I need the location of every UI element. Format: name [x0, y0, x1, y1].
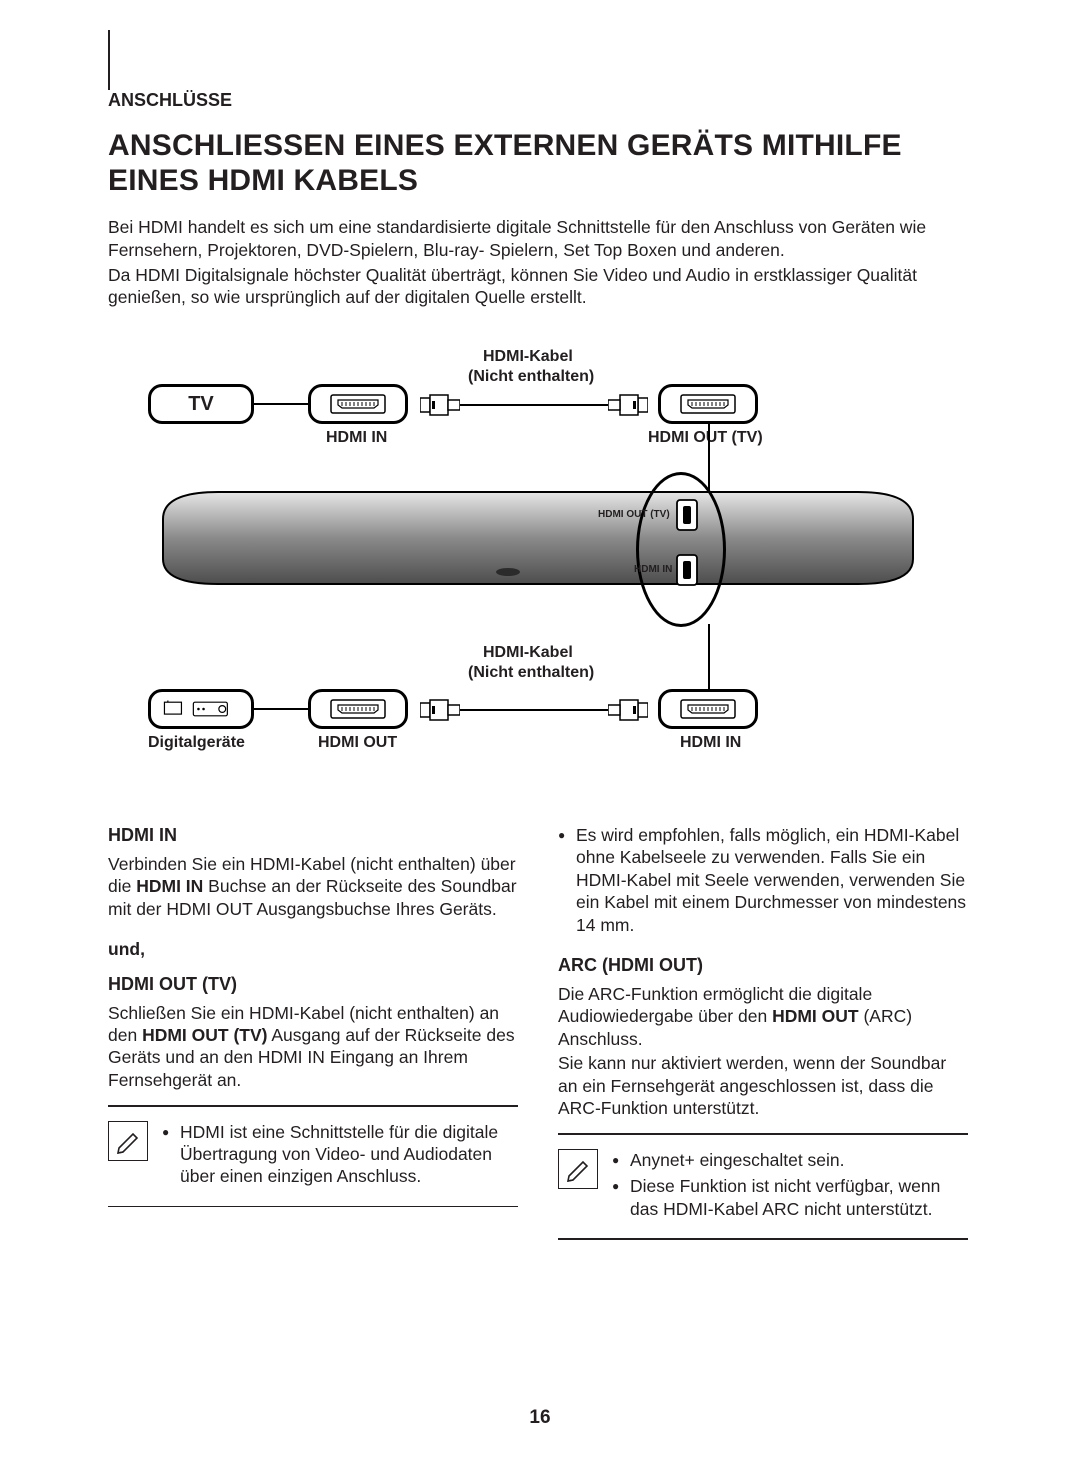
- label-hdmi-in-top: HDMI IN: [326, 429, 387, 447]
- right-column: Es wird empfohlen, falls möglich, ein HD…: [558, 824, 968, 1254]
- soundbar-illustration: [158, 484, 918, 594]
- hdmi-plug-icon: [420, 699, 460, 721]
- note-right-item-2: Diese Funktion ist nicht verfügbar, wenn…: [612, 1175, 968, 1220]
- horizontal-rule: [558, 1133, 968, 1135]
- hdmi-port-soundbar-in: [658, 689, 758, 729]
- horizontal-rule: [108, 1206, 518, 1208]
- hdmi-plug-icon: [420, 394, 460, 416]
- note-left-item: HDMI ist eine Schnittstelle für die digi…: [162, 1121, 518, 1188]
- section-label: ANSCHLÜSSE: [108, 90, 968, 111]
- label-cable-top-1: HDMI-Kabel: [483, 348, 573, 366]
- label-digitalgeraete: Digitalgeräte: [148, 734, 245, 752]
- page-content: ANSCHLÜSSE ANSCHLIESSEN EINES EXTERNEN G…: [108, 90, 968, 1254]
- label-cable-top-2: (Nicht enthalten): [468, 368, 594, 386]
- hdmi-port-icon: [676, 499, 698, 531]
- connector-line: [254, 403, 308, 405]
- note-left: HDMI ist eine Schnittstelle für die digi…: [108, 1121, 518, 1192]
- hdmi-port-device-out: [308, 689, 408, 729]
- label-hdmi-out-tv-top: HDMI OUT (TV): [648, 429, 763, 447]
- label-hdmi-in-bottom: HDMI IN: [680, 734, 741, 752]
- body-columns: HDMI IN Verbinden Sie ein HDMI-Kabel (ni…: [108, 824, 968, 1254]
- note-icon: [108, 1121, 148, 1161]
- note-icon: [558, 1149, 598, 1189]
- horizontal-rule: [108, 1105, 518, 1107]
- subhead-hdmi-in: HDMI IN: [108, 824, 518, 847]
- hdmi-port-tv-in: [308, 384, 408, 424]
- connection-diagram: TV HDMI IN HDMI-Kabel (Nicht enthalten) …: [128, 354, 948, 784]
- label-hdmi-out-bottom: HDMI OUT: [318, 734, 397, 752]
- hdmi-plug-icon: [608, 394, 648, 416]
- right-p1: Die ARC-Funktion ermöglicht die digitale…: [558, 983, 968, 1050]
- subhead-hdmi-out-tv: HDMI OUT (TV): [108, 973, 518, 996]
- tv-box: TV: [148, 384, 254, 424]
- hdmi-plug-icon: [608, 699, 648, 721]
- page-title: ANSCHLIESSEN EINES EXTERNEN GERÄTS MITHI…: [108, 129, 968, 198]
- right-p2: Sie kann nur aktiviert werden, wenn der …: [558, 1052, 968, 1119]
- left-p2: Schließen Sie ein HDMI-Kabel (nicht enth…: [108, 1002, 518, 1092]
- cable-line-top: [460, 404, 610, 406]
- note-right-list: Anynet+ eingeschaltet sein. Diese Funkti…: [612, 1149, 968, 1224]
- note-left-list: HDMI ist eine Schnittstelle für die digi…: [162, 1121, 518, 1192]
- und-label: und,: [108, 938, 518, 960]
- digital-device-box: [148, 689, 254, 729]
- vertical-rule: [108, 30, 110, 90]
- connector-line: [254, 708, 308, 710]
- subhead-arc: ARC (HDMI OUT): [558, 954, 968, 977]
- hdmi-port-soundbar-out: [658, 384, 758, 424]
- page-number: 16: [0, 1407, 1080, 1429]
- right-pre-note: Es wird empfohlen, falls möglich, ein HD…: [558, 824, 968, 936]
- label-cable-bot-2: (Nicht enthalten): [468, 664, 594, 682]
- left-p1: Verbinden Sie ein HDMI-Kabel (nicht enth…: [108, 853, 518, 920]
- connector-line: [708, 624, 710, 689]
- label-cable-bot-1: HDMI-Kabel: [483, 644, 573, 662]
- port-callout: [636, 472, 726, 627]
- intro-p1: Bei HDMI handelt es sich um eine standar…: [108, 216, 968, 262]
- left-column: HDMI IN Verbinden Sie ein HDMI-Kabel (ni…: [108, 824, 518, 1254]
- note-right: Anynet+ eingeschaltet sein. Diese Funkti…: [558, 1149, 968, 1224]
- label-soundbar-out: HDMI OUT (TV): [598, 509, 670, 520]
- intro-text: Bei HDMI handelt es sich um eine standar…: [108, 216, 968, 309]
- cable-line-bot: [460, 709, 610, 711]
- note-right-item-1: Anynet+ eingeschaltet sein.: [612, 1149, 968, 1171]
- horizontal-rule: [558, 1238, 968, 1240]
- intro-p2: Da HDMI Digitalsignale höchster Qualität…: [108, 264, 968, 310]
- label-soundbar-in: HDMI IN: [634, 564, 672, 575]
- hdmi-port-icon: [676, 554, 698, 586]
- right-pre-note-list: Es wird empfohlen, falls möglich, ein HD…: [558, 824, 968, 936]
